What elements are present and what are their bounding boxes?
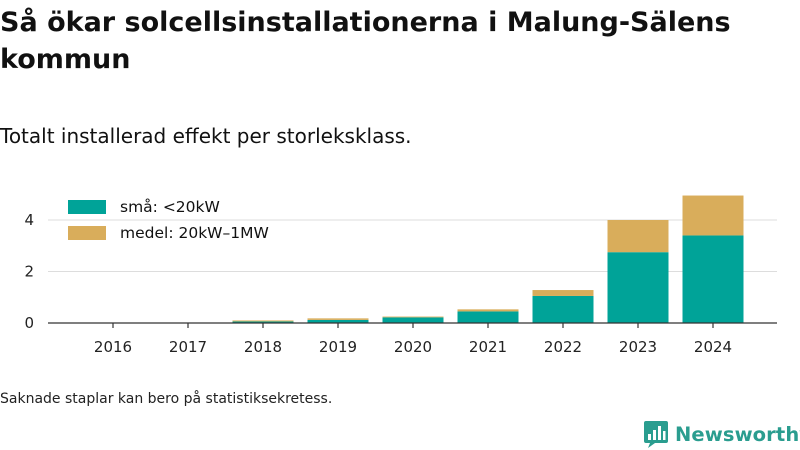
x-tick-label: 2022 xyxy=(544,338,582,356)
bar-segment xyxy=(232,321,294,323)
legend-label: medel: 20kW–1MW xyxy=(120,224,269,242)
legend-swatch xyxy=(68,200,106,214)
bar-segment xyxy=(607,252,669,323)
bar-segment xyxy=(457,311,519,323)
bar-segment xyxy=(532,290,594,296)
bars xyxy=(232,195,744,323)
stacked-bar-chart: 0 2 4 2016 2017 2018 2019 2020 2021 2022 2023 2024… xyxy=(24,195,777,356)
bar-segment xyxy=(682,195,744,236)
bar-segment xyxy=(682,235,744,323)
bar-segment xyxy=(532,295,594,323)
legend-label: små: <20kW xyxy=(120,198,220,216)
legend-swatch xyxy=(68,226,106,240)
x-tick-label: 2021 xyxy=(469,338,507,356)
x-tick-label: 2018 xyxy=(244,338,282,356)
y-tick-label: 2 xyxy=(24,263,34,281)
x-axis-ticks: 2016 2017 2018 2019 2020 2021 2022 2023 2024 xyxy=(94,323,732,356)
legend: små: <20kW medel: 20kW–1MW xyxy=(68,198,269,242)
x-tick-label: 2024 xyxy=(694,338,732,356)
chart-subtitle: Totalt installerad effekt per storlekskl… xyxy=(0,124,412,148)
bar-segment xyxy=(232,320,294,322)
y-tick-label: 4 xyxy=(24,211,34,229)
bar-segment xyxy=(307,319,369,323)
y-axis-ticks: 0 2 4 xyxy=(24,211,34,332)
y-tick-label: 0 xyxy=(24,314,34,332)
x-tick-label: 2023 xyxy=(619,338,657,356)
footnote: Saknade staplar kan bero på statistiksek… xyxy=(0,391,333,407)
newsworthy-brand: Newsworthy xyxy=(643,419,800,449)
newsworthy-logo-icon xyxy=(644,421,668,448)
bar-segment xyxy=(382,317,444,323)
bar-segment xyxy=(382,316,444,318)
brand-name: Newsworthy xyxy=(675,422,800,446)
x-tick-label: 2017 xyxy=(169,338,207,356)
bar-segment xyxy=(607,220,669,253)
x-tick-label: 2016 xyxy=(94,338,132,356)
chart-title: Så ökar solcellsinstallationerna i Malun… xyxy=(0,7,731,75)
x-tick-label: 2019 xyxy=(319,338,357,356)
bar-segment xyxy=(457,309,519,312)
x-tick-label: 2020 xyxy=(394,338,432,356)
bar-segment xyxy=(307,318,369,320)
